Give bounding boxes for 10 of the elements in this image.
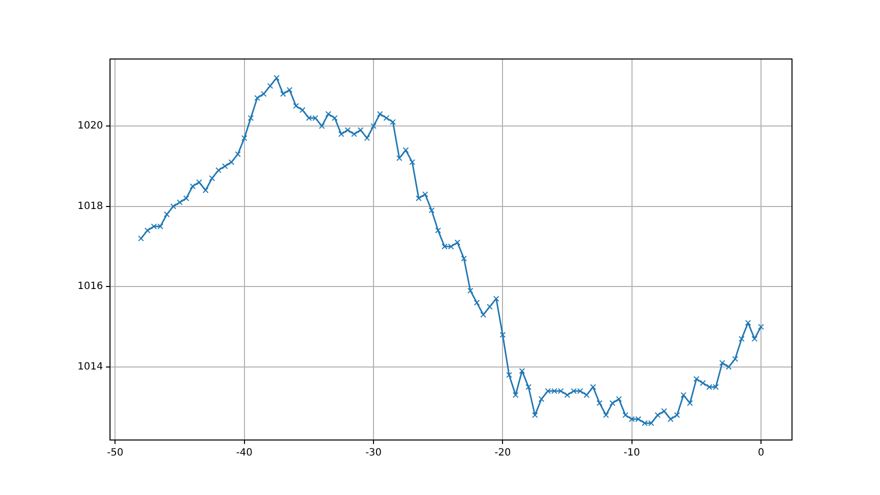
x-tick-label: -40 xyxy=(236,448,253,459)
y-tick-label: 1014 xyxy=(78,362,103,373)
x-tick-label: -10 xyxy=(624,448,640,459)
x-tick-label: 0 xyxy=(758,448,764,459)
y-tick-label: 1020 xyxy=(78,120,103,132)
y-tick-label: 1016 xyxy=(78,281,103,292)
x-tick-label: -20 xyxy=(494,448,511,459)
x-tick-label: -30 xyxy=(365,448,382,459)
y-tick-label: 1018 xyxy=(78,200,103,212)
x-tick-label: -50 xyxy=(106,448,124,459)
